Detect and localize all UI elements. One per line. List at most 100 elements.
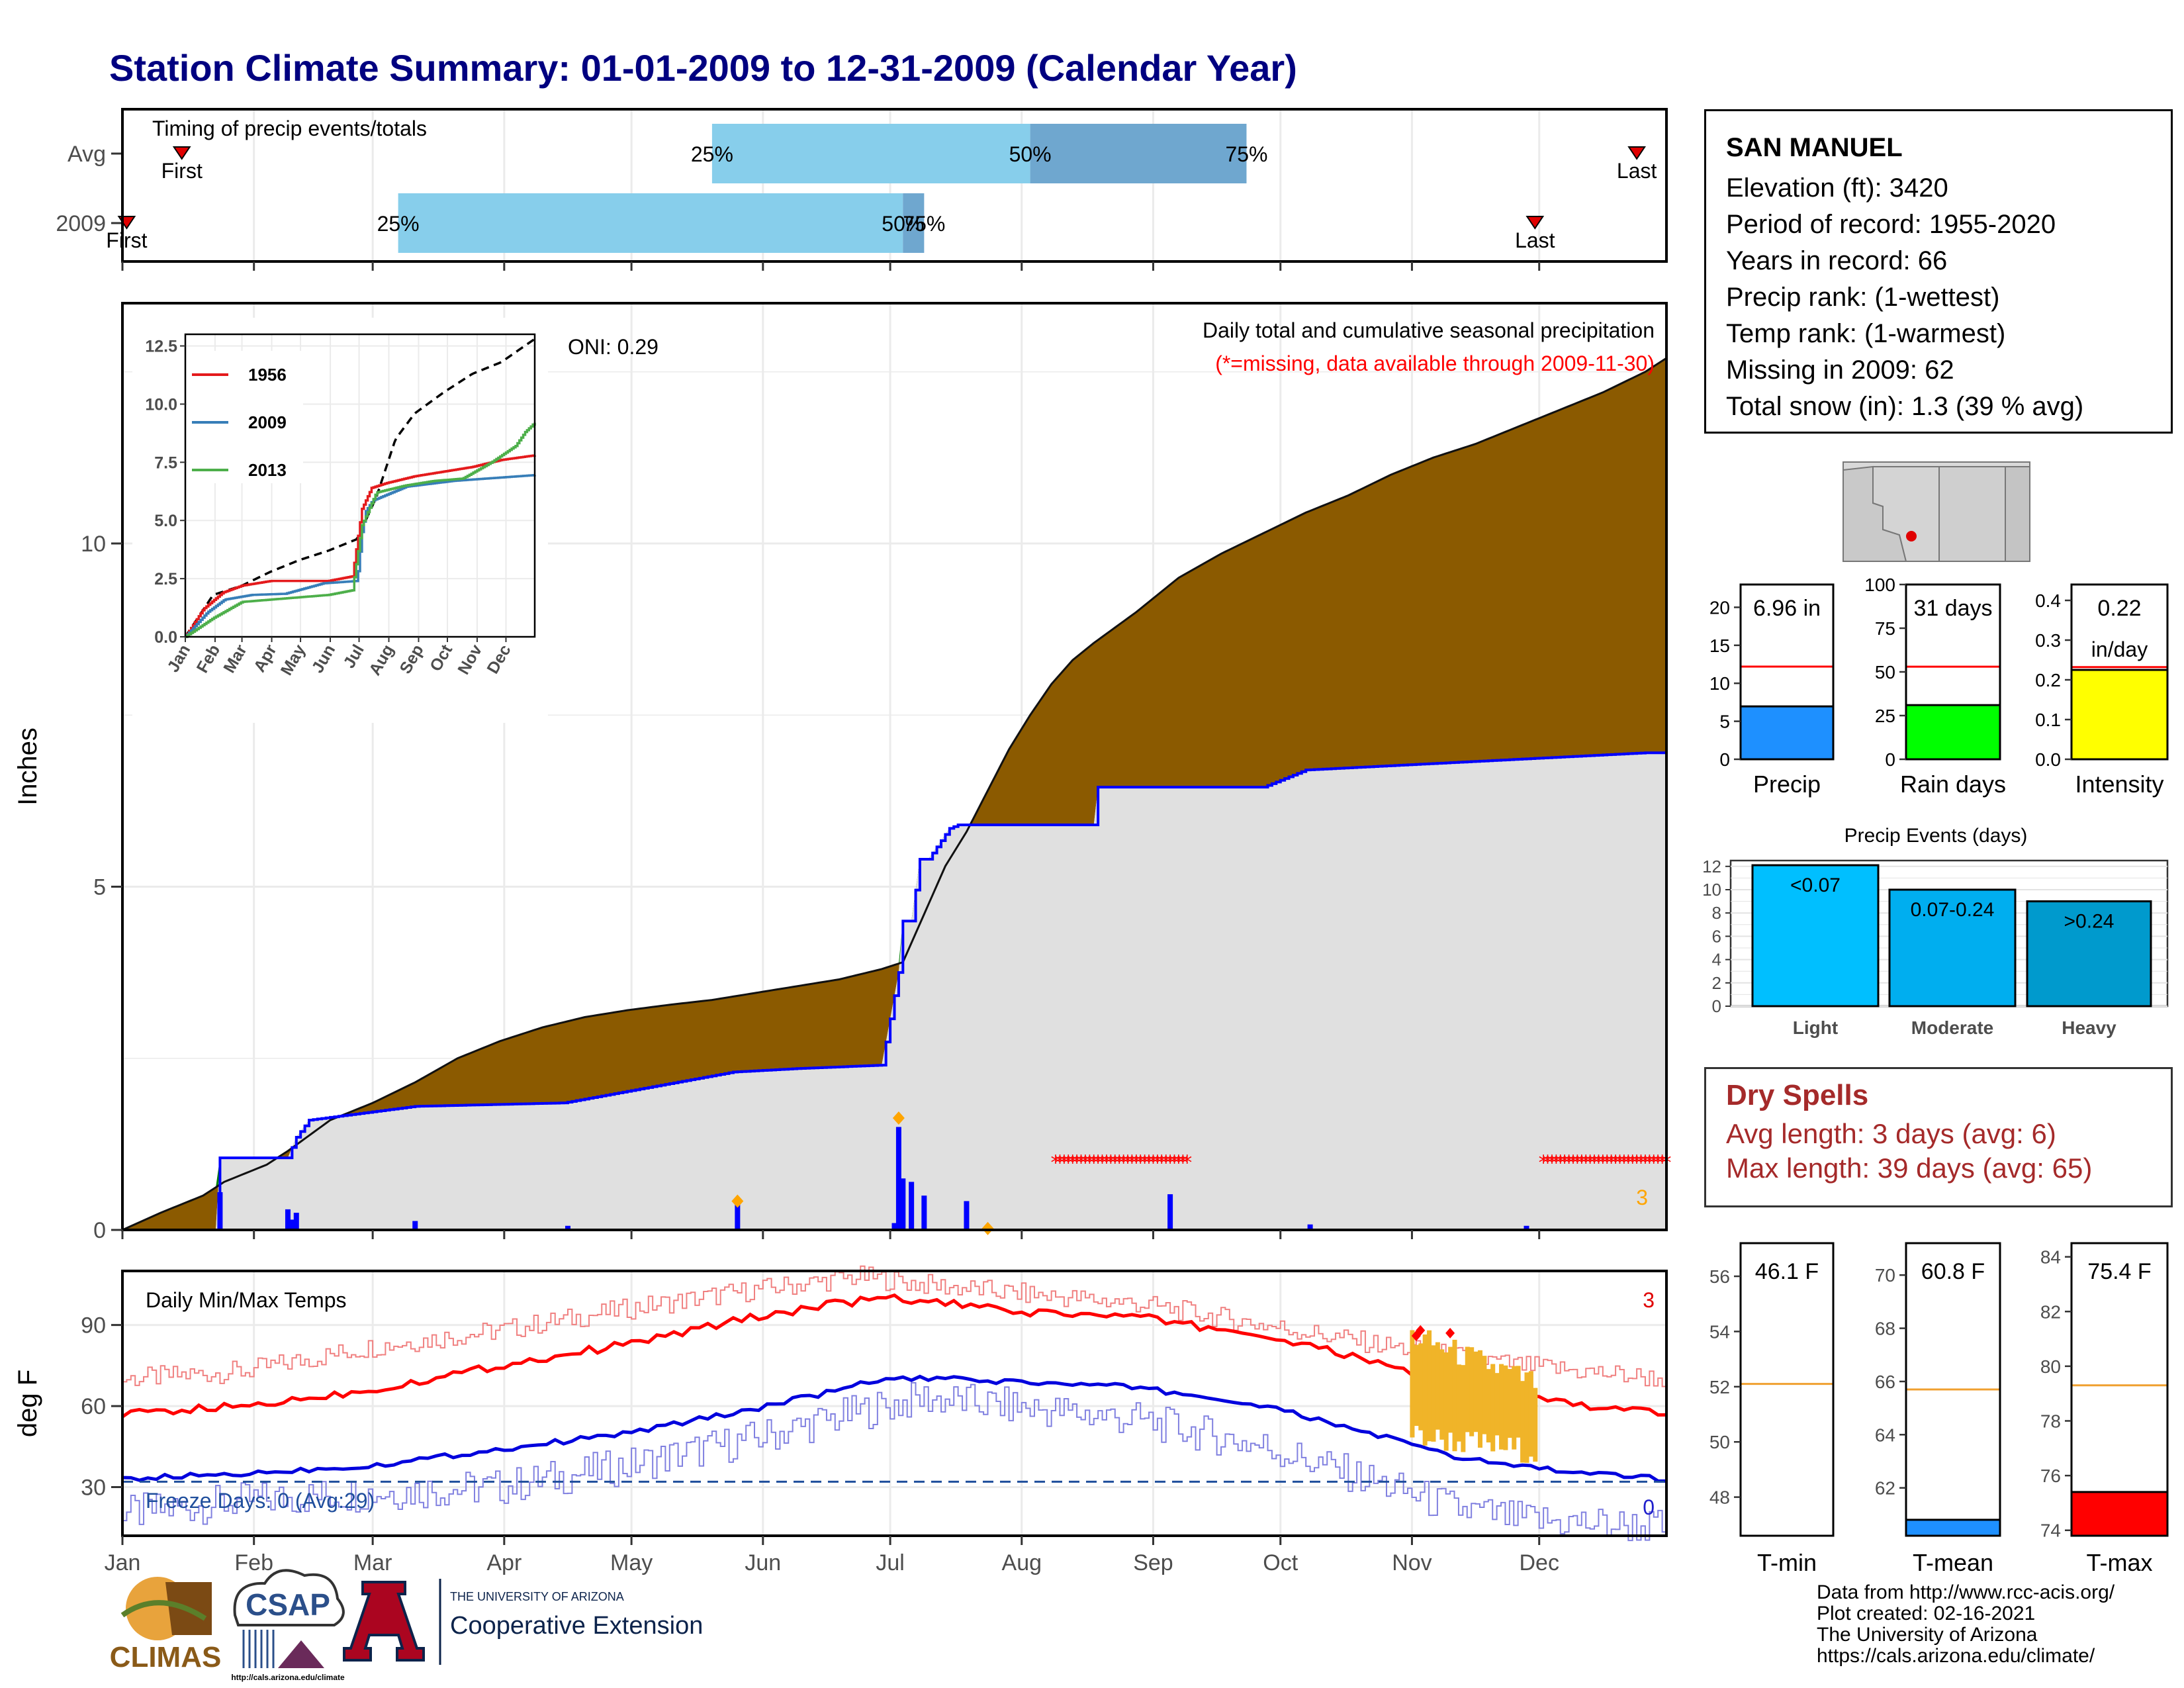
timing-row-label: Avg: [68, 142, 106, 167]
ua-university-label: THE UNIVERSITY OF ARIZONA: [450, 1590, 624, 1603]
temp-month-label: Nov: [1392, 1550, 1432, 1575]
precip-events-bar: [2026, 900, 2152, 1008]
precip-ytick-label: 10: [81, 532, 106, 557]
precip-missing-marker: *: [1615, 1151, 1625, 1174]
station-info-box: SAN MANUEL Elevation (ft): 3420 Period o…: [1704, 109, 2173, 434]
inset-ytick-label: 0.0: [154, 628, 177, 647]
csap-mountain-shape: [278, 1640, 324, 1668]
precip-events-category-label: Light: [1793, 1017, 1838, 1038]
precip-missing-marker: *: [1645, 1151, 1655, 1174]
timing-first-marker: [172, 146, 191, 160]
temp-observed-range-bar: [1469, 1347, 1475, 1436]
precip-missing-marker: *: [1182, 1151, 1192, 1174]
temp-summary-ytick-label: 66: [1875, 1372, 1895, 1392]
summary-bar-ytick-label: 0: [1719, 749, 1730, 770]
inset-legend-bg: [187, 351, 303, 483]
precip-missing-marker: *: [1619, 1151, 1629, 1174]
summary-bar-ytick-label: 50: [1875, 662, 1895, 682]
temp-avg-min-line: [122, 1374, 1667, 1483]
timing-row-2009: 2009 25% 50%75% First Last: [56, 193, 1555, 253]
dry-spells-title: Dry Spells: [1726, 1079, 1869, 1111]
timing-p50-label: 50%: [1009, 142, 1052, 166]
temp-freeze-label: Freeze Days: 0 (Avg:29): [146, 1489, 375, 1513]
precip-missing-marker: *: [1539, 1151, 1549, 1174]
ua-extension-label: Cooperative Extension: [450, 1612, 703, 1640]
precip-missing-marker: *: [1101, 1151, 1111, 1174]
precip-daily-bar: [895, 1127, 901, 1230]
summary-bar-value: [2070, 669, 2169, 761]
dry-spells-box: Dry Spells Avg length: 3 days (avg: 6) M…: [1704, 1067, 2173, 1207]
temp-observed-range-bar: [1452, 1339, 1457, 1452]
station-line: Missing in 2009: 62: [1726, 355, 1954, 385]
precip-avg-area: [122, 357, 1666, 1231]
summary-bar-ytick-label: 5: [1719, 712, 1730, 732]
precip-missing-marker: *: [1140, 1151, 1150, 1174]
precip-events-title: Precip Events (days): [1844, 825, 2028, 847]
temp-summary-ytick-label: 82: [2040, 1301, 2061, 1322]
temp-summary-t-min: 46.1 F 48 50 52 54 56 T-min: [1709, 1242, 1835, 1576]
precip-missing-marker: *: [1059, 1151, 1069, 1174]
summary-bar-value-label2: in/day: [2091, 637, 2148, 661]
temp-observed-range-bar: [1435, 1342, 1440, 1430]
precip-missing-marker: *: [1131, 1151, 1141, 1174]
credit-line: The University of Arizona: [1817, 1624, 2038, 1646]
precip-missing-marker: *: [1080, 1151, 1090, 1174]
temp-summary-frame: [2070, 1242, 2169, 1537]
temp-month-label: May: [610, 1550, 653, 1575]
temp-summary-t-max: 75.4 F 74 76 78 80 82 84 T-max: [2040, 1242, 2169, 1576]
summary-bar-ytick-label: 25: [1875, 706, 1895, 726]
temp-summary-frame: [1739, 1242, 1835, 1537]
precip-missing-marker: *: [1157, 1151, 1167, 1174]
temp-ytick-label: 60: [81, 1394, 106, 1419]
precip-daily-bar: [1524, 1225, 1529, 1230]
timing-p25-label: 25%: [377, 212, 420, 236]
temp-summary-ytick-label: 56: [1709, 1266, 1730, 1287]
temp-record-marker: [1445, 1327, 1455, 1338]
precip-daily-bar: [285, 1209, 291, 1230]
csap-url: http://cals.arizona.edu/climate: [231, 1673, 345, 1682]
precip-ytick-label: 0: [93, 1218, 106, 1243]
temp-month-label: Jan: [105, 1550, 141, 1575]
precip-events-bar: [1888, 888, 2017, 1008]
temp-avg-max-line: [121, 1293, 1667, 1419]
precip-daily-bar: [1307, 1224, 1313, 1230]
timing-bar-50-75: [903, 193, 925, 253]
precip-missing-marker: *: [1068, 1151, 1077, 1174]
precip-daily-bar: [735, 1203, 741, 1230]
precip-missing-marker: *: [1148, 1151, 1158, 1174]
temp-summary-ytick-label: 54: [1709, 1321, 1730, 1342]
precip-missing-marker: *: [1653, 1151, 1663, 1174]
temp-month-label: Mar: [353, 1550, 392, 1575]
temp-summary-label: T-mean: [1913, 1549, 1993, 1576]
precip-daily-bar: [217, 1192, 223, 1230]
temp-month-label: Jul: [876, 1550, 904, 1575]
precip-extreme-marker: [731, 1194, 744, 1208]
timing-panel-label: Timing of precip events/totals: [152, 117, 427, 140]
summary-bar-ytick-label: 0.3: [2035, 630, 2061, 651]
temp-observed-range-bar: [1533, 1387, 1538, 1462]
precip-missing-marker: *: [1547, 1151, 1557, 1174]
precip-daily-bar: [909, 1182, 915, 1230]
precip-missing-marker: *: [1051, 1151, 1061, 1174]
inset-ytick-label: 2.5: [154, 570, 177, 588]
precip-missing-marker: *: [1560, 1151, 1570, 1174]
precip-missing-marker: *: [1144, 1151, 1154, 1174]
precip-missing-marker: *: [1632, 1151, 1642, 1174]
timing-last-marker: [1627, 146, 1646, 160]
precip-missing-marker: *: [1127, 1151, 1137, 1174]
precip-missing-marker: *: [1118, 1151, 1128, 1174]
precip-events-ytick-label: 12: [1702, 857, 1721, 876]
precip-ytick-label: 5: [93, 874, 106, 900]
precip-events-bar: [1751, 864, 1880, 1008]
summary-bar-intensity: 0.22 in/day 0.0 0.1 0.2 0.3 0.4 Intensity: [2035, 583, 2169, 798]
temp-observed-range-bar: [1490, 1364, 1496, 1452]
precip-missing-marker: *: [1657, 1151, 1667, 1174]
temp-summary-label: T-max: [2086, 1549, 2152, 1576]
precip-missing-marker: *: [1606, 1151, 1616, 1174]
precip-missing-marker: *: [1576, 1151, 1586, 1174]
summary-bar-ytick-label: 100: [1864, 575, 1895, 595]
temp-record-marker: [1416, 1325, 1426, 1336]
precip-missing-marker: *: [1169, 1151, 1179, 1174]
temp-summary-ytick-label: 64: [1875, 1425, 1895, 1445]
